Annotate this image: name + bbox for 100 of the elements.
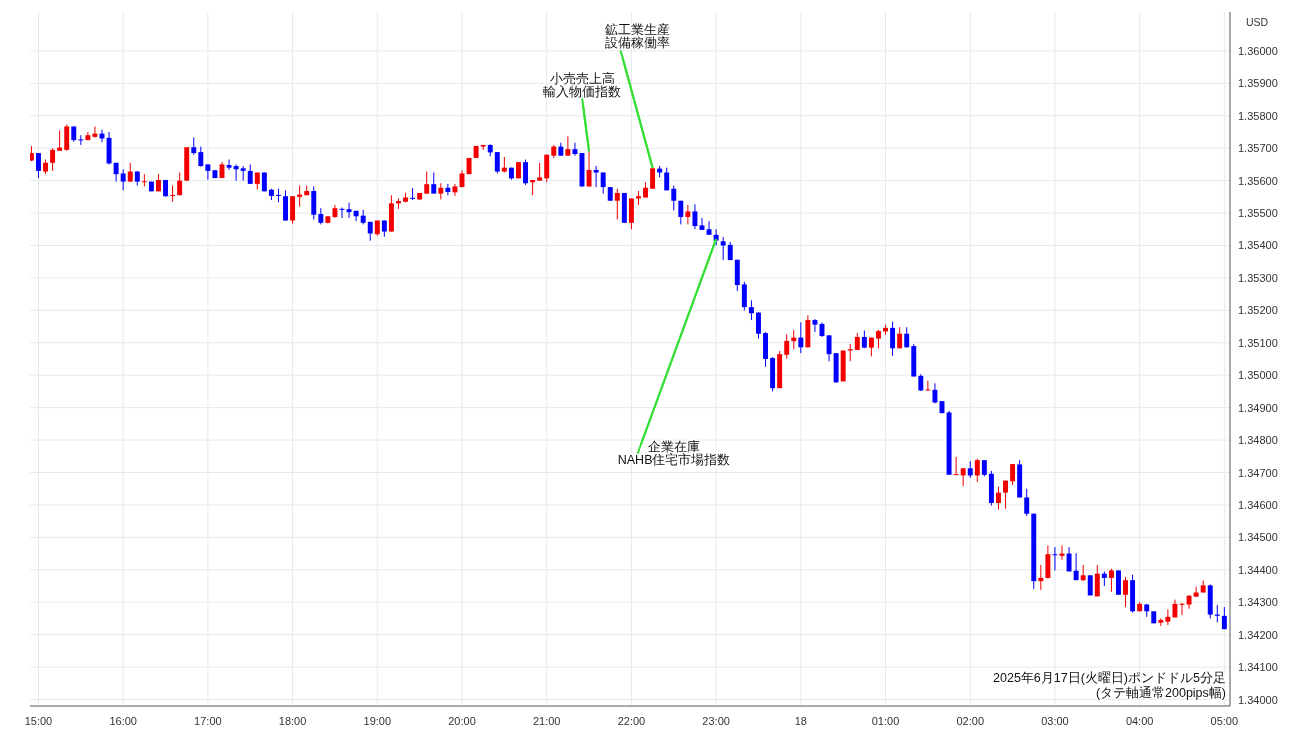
x-tick-label: 18:00 [278,715,307,727]
candlestick [812,318,818,333]
candlestick [410,187,416,201]
candlestick [692,203,698,230]
annotation: 企業在庫 [648,439,701,455]
candlestick [297,185,303,208]
candlestick [1003,480,1008,510]
candlestick [996,486,1001,510]
candlestick [1094,564,1100,597]
candlestick [64,124,70,152]
x-tick-label: 19:00 [363,715,392,727]
candlestick [346,202,352,219]
x-tick-label: 01:00 [871,715,900,727]
y-tick-label: 1.34800 [1238,434,1278,447]
y-tick-label: 1.34400 [1238,563,1278,576]
y-tick-label: 1.35600 [1238,174,1278,187]
candlestick [932,382,938,404]
y-tick-label: 1.35300 [1238,271,1278,284]
candlestick [953,456,959,476]
candlestick [1045,544,1051,580]
candlestick [226,159,232,171]
candlestick [890,321,896,357]
candlestick [1165,608,1171,626]
x-tick-label: 18 [794,715,807,727]
candlestick [876,329,881,349]
candlestick [36,152,41,179]
candlestick [720,236,726,261]
candlestick [650,167,656,190]
x-tick-label: 21:00 [532,715,561,727]
candlestick [247,163,253,185]
annotation: (タテ軸通常200pips幅) [1095,686,1226,700]
candlestick [353,210,359,222]
candlestick [424,171,430,195]
candlestick [92,125,98,138]
candlestick [798,321,804,354]
candlestick [445,183,451,196]
candlestick [1108,568,1114,593]
annotation: NAHB住宅市場指数 [617,452,731,468]
x-tick-label: 04:00 [1125,715,1154,727]
candlestick [593,165,599,188]
x-tick-label: 15:00 [24,715,53,727]
y-axis-title: USD [1246,16,1269,28]
candlestick [748,299,754,321]
candlestick [141,173,147,187]
y-tick-label: 1.34000 [1238,693,1278,706]
x-tick-label: 22:00 [617,715,646,727]
candlestick [974,458,980,483]
x-tick-label: 20:00 [448,715,476,727]
candlestick [1193,586,1199,598]
candlestick [1073,552,1079,581]
x-tick-label: 16:00 [109,715,137,727]
candlestick [198,146,204,168]
candlestick [544,154,550,183]
candlestick [523,159,528,186]
y-tick-label: 1.35400 [1238,239,1278,252]
candlestick [396,197,401,210]
x-tick-label: 05:00 [1210,715,1239,727]
x-tick-label: 02:00 [956,715,984,727]
candlestick [1123,576,1128,608]
candlestick [57,129,63,152]
x-tick-label: 03:00 [1041,715,1069,727]
candlestick [120,168,126,191]
candlestick [671,185,677,211]
x-tick-label: 17:00 [194,715,222,727]
y-tick-label: 1.34300 [1238,596,1278,609]
y-tick-label: 1.34100 [1238,661,1278,674]
y-tick-label: 1.34500 [1238,531,1278,544]
candlestick [233,163,239,182]
annotation: 鉱工業生産 [605,21,671,37]
y-tick-label: 1.35000 [1238,369,1278,382]
y-tick-label: 1.35100 [1238,336,1278,349]
candlestick [1066,546,1072,572]
y-tick-label: 1.34700 [1238,466,1278,479]
y-tick-label: 1.34200 [1238,628,1278,641]
candlestick [127,162,133,183]
candlestick [586,150,592,187]
candlestick [311,185,317,221]
candlestick [685,204,691,225]
candlestick [925,380,931,391]
candlestick [756,311,761,340]
candlestick [1038,564,1044,591]
candlestick [452,183,458,197]
candlestick [1052,546,1058,571]
y-tick-label: 1.34900 [1238,401,1278,414]
candlestick [826,334,832,362]
candlestick [170,185,176,203]
candlestick [1010,463,1016,486]
candlestick [205,163,211,181]
candlestick [431,172,437,195]
candlestick [572,142,578,157]
annotation: 輸入物価指数 [543,85,622,100]
candlestick [50,147,56,172]
candlestick [565,135,571,157]
x-tick-label: 23:00 [702,715,730,727]
y-tick-label: 1.35200 [1238,304,1278,317]
y-tick-label: 1.35900 [1238,77,1278,90]
y-tick-label: 1.35500 [1238,207,1278,220]
candlestick [78,134,84,146]
candlestick [614,188,620,221]
annotation: 設備稼働率 [605,34,671,50]
